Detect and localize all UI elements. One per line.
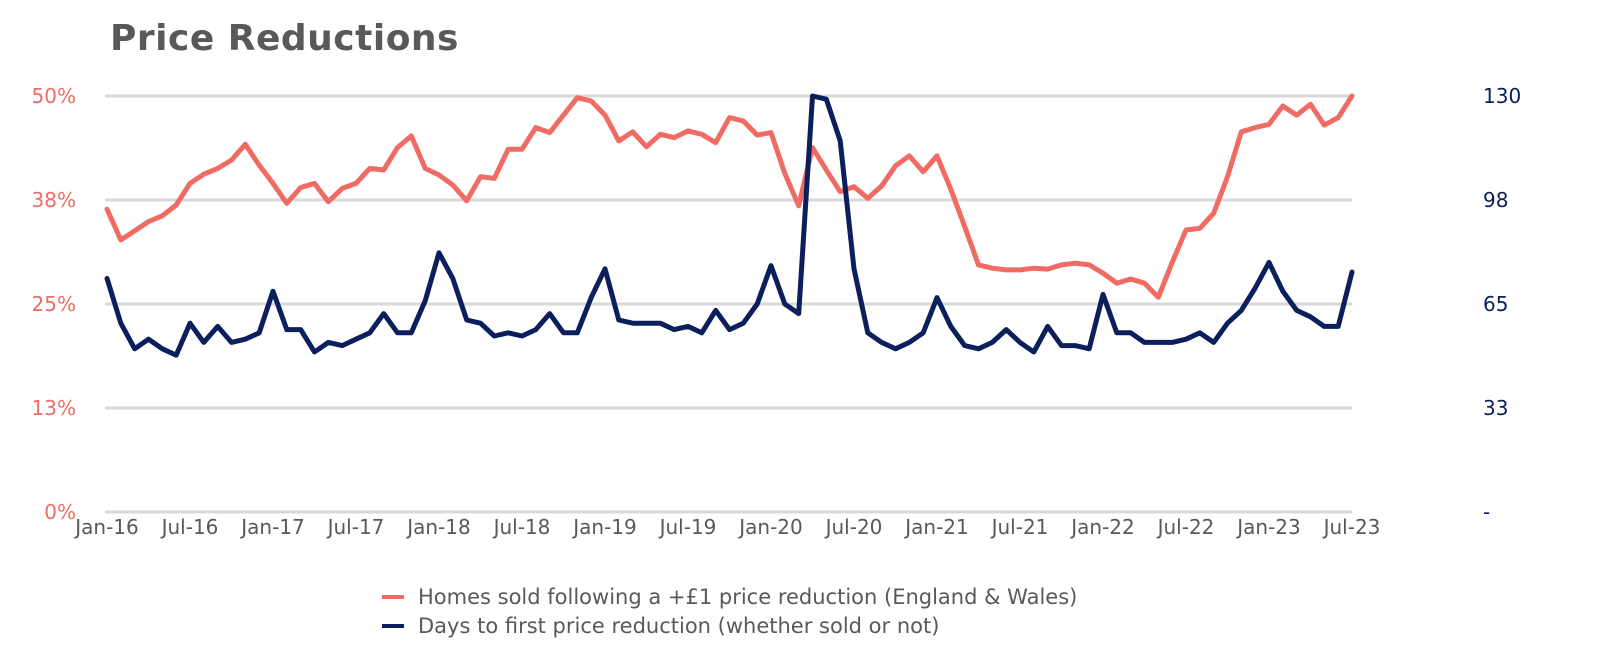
left-tick-label: 38%	[32, 188, 76, 212]
x-tick-label: Jan-18	[405, 515, 471, 539]
x-tick-label: Jan-23	[1235, 515, 1301, 539]
x-tick-label: Jan-17	[239, 515, 305, 539]
legend-item-days-to-reduction: Days to first price reduction (whether s…	[382, 611, 1077, 640]
right-tick-label: 98	[1483, 188, 1508, 212]
series-line-days-to-reduction	[104, 93, 1355, 358]
series-lines	[104, 93, 1355, 358]
right-tick-label: 65	[1483, 292, 1508, 316]
chart-title: Price Reductions	[110, 18, 459, 59]
x-axis-ticks: Jan-16 Jul-16 Jan-17 Jul-17 Jan-18 Jul-18 Jan-…	[73, 515, 1380, 539]
x-tick-label: Jan-21	[903, 515, 969, 539]
x-tick-label: Jul-17	[326, 515, 385, 539]
x-tick-label: Jul-21	[990, 515, 1049, 539]
legend-swatch-homes-sold	[382, 594, 404, 599]
right-tick-label: 130	[1483, 84, 1521, 108]
gridlines	[105, 94, 1352, 514]
x-tick-label: Jan-20	[737, 515, 803, 539]
x-tick-label: Jul-20	[824, 515, 883, 539]
left-tick-label: 13%	[32, 396, 76, 420]
x-tick-label: Jan-22	[1069, 515, 1135, 539]
x-tick-label: Jul-19	[658, 515, 717, 539]
legend-label-days-to-reduction: Days to first price reduction (whether s…	[418, 613, 940, 638]
legend-label-homes-sold: Homes sold following a +£1 price reducti…	[418, 584, 1078, 609]
legend: Homes sold following a +£1 price reducti…	[382, 582, 1077, 640]
left-tick-label: 0%	[44, 500, 76, 524]
series-line-homes-sold	[104, 93, 1355, 300]
x-tick-label: Jul-18	[492, 515, 551, 539]
legend-swatch-days-to-reduction	[382, 623, 404, 628]
right-axis-ticks: - 33 65 98 130	[1483, 84, 1521, 524]
right-tick-label: 33	[1483, 396, 1508, 420]
legend-item-homes-sold: Homes sold following a +£1 price reducti…	[382, 582, 1077, 611]
left-axis-ticks: 0% 13% 25% 38% 50%	[32, 84, 76, 524]
x-tick-label: Jan-16	[73, 515, 139, 539]
x-tick-label: Jul-22	[1156, 515, 1215, 539]
x-tick-label: Jul-23	[1322, 515, 1381, 539]
right-tick-label: -	[1483, 500, 1490, 524]
x-tick-label: Jan-19	[571, 515, 637, 539]
left-tick-label: 25%	[32, 292, 76, 316]
x-tick-label: Jul-16	[160, 515, 219, 539]
left-tick-label: 50%	[32, 84, 76, 108]
